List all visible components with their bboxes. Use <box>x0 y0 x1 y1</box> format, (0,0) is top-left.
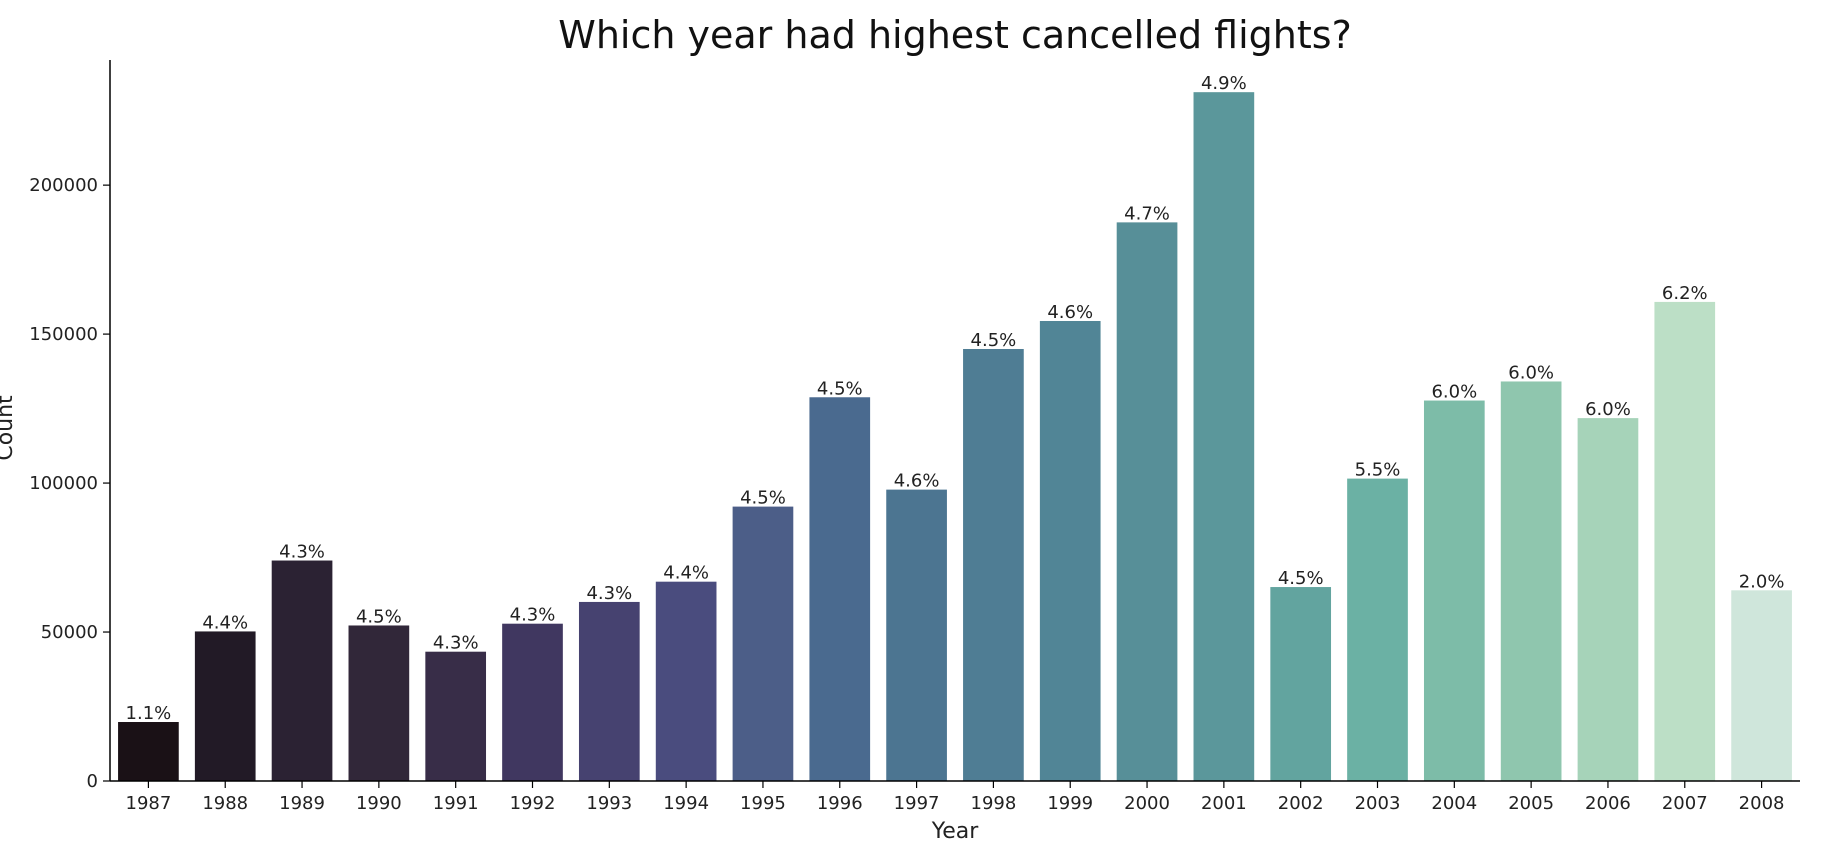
data-label-1989: 4.3% <box>279 542 325 563</box>
bar-2007 <box>1654 301 1716 781</box>
x-tick-label-1991: 1991 <box>433 793 479 814</box>
y-tick-label: 0 <box>87 771 98 792</box>
y-axis-ticks: 0 50000 100000 150000 200000 <box>29 175 110 792</box>
data-label-2000: 4.7% <box>1124 203 1170 224</box>
data-label-2008: 2.0% <box>1739 571 1785 592</box>
bar-1998 <box>963 348 1024 781</box>
data-label-1996: 4.5% <box>817 378 863 399</box>
data-label-2003: 5.5% <box>1355 460 1401 481</box>
data-label-1995: 4.5% <box>740 488 786 509</box>
bar-2005 <box>1500 381 1562 781</box>
bar-1995 <box>732 506 794 781</box>
bar-2003 <box>1347 478 1408 781</box>
x-axis-label: Year <box>931 819 980 844</box>
bar-1997 <box>886 489 947 781</box>
bar-1992 <box>502 623 563 781</box>
x-tick-label-2002: 2002 <box>1278 793 1324 814</box>
data-label-1987: 1.1% <box>126 703 172 724</box>
bar-2000 <box>1116 222 1178 781</box>
x-tick-label-2006: 2006 <box>1585 793 1631 814</box>
y-tick-label: 150000 <box>29 324 98 345</box>
data-label-1988: 4.4% <box>202 612 248 633</box>
data-label-1994: 4.4% <box>663 563 709 584</box>
data-label-1991: 4.3% <box>433 633 479 654</box>
x-tick-label-2007: 2007 <box>1662 793 1708 814</box>
x-tick-label-2000: 2000 <box>1124 793 1170 814</box>
data-label-2006: 6.0% <box>1585 399 1631 420</box>
data-label-1999: 4.6% <box>1047 302 1093 323</box>
x-tick-label-1987: 1987 <box>126 793 172 814</box>
y-tick-label: 200000 <box>29 175 98 196</box>
x-tick-label-1998: 1998 <box>971 793 1017 814</box>
bar-1990 <box>348 625 410 781</box>
bar-2001 <box>1193 92 1255 781</box>
x-tick-label-1993: 1993 <box>586 793 632 814</box>
bars: 1.1% 4.4% 4.3% 4.5% 4.3% 4.3% 4.3% 4.4% 4.5% 4.5%… <box>118 73 1792 781</box>
x-tick-label-1995: 1995 <box>740 793 786 814</box>
data-label-1997: 4.6% <box>894 471 940 492</box>
data-label-2001: 4.9% <box>1201 73 1247 94</box>
data-label-2007: 6.2% <box>1662 283 1708 304</box>
bar-2008 <box>1731 590 1792 781</box>
data-label-2005: 6.0% <box>1508 362 1554 383</box>
data-label-2004: 6.0% <box>1431 382 1477 403</box>
x-tick-label-1988: 1988 <box>202 793 248 814</box>
y-tick-label: 100000 <box>29 473 98 494</box>
x-tick-label-1994: 1994 <box>663 793 709 814</box>
data-label-1992: 4.3% <box>510 605 556 626</box>
data-label-1990: 4.5% <box>356 606 402 627</box>
x-axis-ticks: 1987 1988 1989 1990 1991 1992 1993 1994 1995 1996… <box>126 781 1785 814</box>
x-tick-label-2008: 2008 <box>1739 793 1785 814</box>
bar-1996 <box>809 397 871 781</box>
data-label-2002: 4.5% <box>1278 568 1324 589</box>
x-tick-label-1992: 1992 <box>510 793 556 814</box>
bar-1999 <box>1039 320 1101 781</box>
bar-1988 <box>194 631 256 781</box>
bar-1993 <box>578 601 640 781</box>
bar-1987 <box>118 722 179 781</box>
bar-1994 <box>655 581 717 781</box>
x-tick-label-1999: 1999 <box>1047 793 1093 814</box>
data-label-1993: 4.3% <box>586 583 632 604</box>
bar-2004 <box>1423 400 1485 781</box>
bar-1991 <box>425 651 487 781</box>
x-tick-label-2005: 2005 <box>1508 793 1554 814</box>
data-label-1998: 4.5% <box>971 330 1017 351</box>
x-tick-label-1990: 1990 <box>356 793 402 814</box>
chart-title: Which year had highest cancelled flights… <box>558 13 1352 57</box>
y-axis-label: Count <box>0 395 18 461</box>
y-tick-label: 50000 <box>41 622 98 643</box>
x-tick-label-2003: 2003 <box>1355 793 1401 814</box>
x-tick-label-1989: 1989 <box>279 793 325 814</box>
bar-1989 <box>271 560 333 781</box>
x-tick-label-1996: 1996 <box>817 793 863 814</box>
x-tick-label-2001: 2001 <box>1201 793 1247 814</box>
x-tick-label-2004: 2004 <box>1431 793 1477 814</box>
x-tick-label-1997: 1997 <box>894 793 940 814</box>
bar-2006 <box>1577 418 1639 781</box>
bar-2002 <box>1270 587 1332 781</box>
